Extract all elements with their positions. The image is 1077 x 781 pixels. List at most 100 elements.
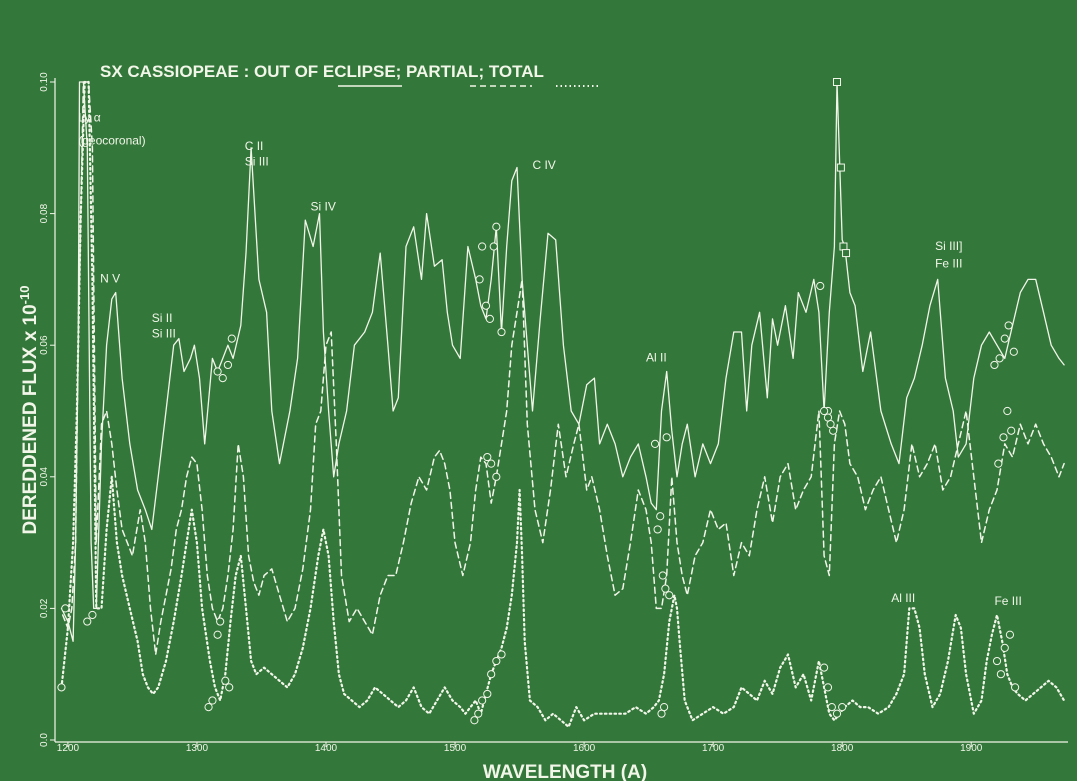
x-tick-label: 1300 bbox=[186, 743, 209, 754]
data-point-marker bbox=[483, 689, 492, 699]
marker-layer bbox=[57, 78, 1020, 725]
line-label: Al III bbox=[891, 591, 915, 605]
data-point-marker bbox=[497, 650, 506, 659]
data-point-marker bbox=[216, 617, 225, 626]
data-point-marker bbox=[481, 301, 491, 310]
data-point-marker bbox=[208, 696, 217, 705]
data-point-marker bbox=[1009, 347, 1018, 356]
data-point-marker bbox=[497, 327, 506, 337]
y-tick-label: 0.06 bbox=[39, 335, 50, 355]
x-axis-title: WAVELENGTH (A) bbox=[483, 762, 647, 781]
series-layer bbox=[60, 80, 1066, 728]
data-point-marker bbox=[478, 242, 487, 251]
data-point-marker bbox=[1010, 683, 1020, 692]
data-point-marker bbox=[492, 222, 501, 231]
data-point-marker bbox=[88, 610, 97, 620]
data-point-marker bbox=[659, 703, 669, 712]
data-point-marker bbox=[470, 716, 479, 725]
x-tick-label: 1500 bbox=[444, 743, 467, 754]
data-point-marker bbox=[658, 571, 667, 580]
series-line-partial bbox=[61, 81, 1065, 656]
axes: 1200 1300 1400 1500 1600 1700 1800 1900 0.0 0.02 0… bbox=[39, 72, 1068, 754]
data-point-marker bbox=[838, 703, 847, 712]
data-point-marker bbox=[218, 374, 227, 383]
y-tick-label: 0.10 bbox=[39, 72, 50, 92]
data-point-marker bbox=[656, 512, 665, 521]
data-point-marker bbox=[826, 420, 835, 429]
series-line-total bbox=[60, 80, 1066, 728]
series-line-out-of-eclipse bbox=[60, 81, 1065, 642]
data-point-marker bbox=[475, 275, 484, 284]
line-label: Si III bbox=[245, 155, 269, 169]
data-point-marker bbox=[833, 78, 842, 86]
line-label: (geocoronal) bbox=[78, 134, 145, 148]
data-point-marker bbox=[57, 683, 66, 692]
data-point-marker bbox=[204, 703, 213, 712]
data-point-marker bbox=[492, 472, 501, 481]
line-label: Si III bbox=[152, 326, 176, 340]
line-label: C IV bbox=[532, 158, 555, 172]
data-point-marker bbox=[1003, 406, 1012, 416]
data-point-marker bbox=[1005, 630, 1015, 639]
data-point-marker bbox=[1007, 426, 1016, 435]
x-tick-label: 1900 bbox=[960, 743, 983, 754]
data-point-marker bbox=[213, 367, 222, 376]
x-tick-label: 1800 bbox=[831, 743, 854, 754]
data-point-marker bbox=[839, 242, 848, 251]
data-point-marker bbox=[474, 709, 483, 718]
data-point-marker bbox=[662, 433, 671, 442]
data-point-marker bbox=[842, 249, 851, 258]
data-point-marker bbox=[999, 433, 1008, 442]
data-point-marker bbox=[213, 630, 222, 639]
data-point-marker bbox=[223, 360, 233, 370]
line-label: Si IV bbox=[311, 199, 336, 213]
data-point-marker bbox=[478, 696, 487, 705]
y-tick-label: 0.08 bbox=[39, 203, 50, 223]
chart-title: SX CASSIOPEAE : OUT OF ECLIPSE; PARTIAL;… bbox=[100, 62, 544, 81]
data-point-marker bbox=[487, 670, 496, 679]
data-point-marker bbox=[485, 314, 494, 323]
data-point-marker bbox=[994, 459, 1003, 468]
data-point-marker bbox=[227, 334, 236, 343]
data-point-marker bbox=[653, 525, 662, 534]
data-point-marker bbox=[832, 709, 842, 718]
line-label: Fe III bbox=[994, 594, 1021, 608]
x-tick-label: 1700 bbox=[702, 743, 725, 754]
x-tick-label: 1400 bbox=[315, 743, 338, 754]
line-label: C II bbox=[245, 139, 264, 153]
data-point-marker bbox=[61, 604, 70, 613]
data-point-marker bbox=[83, 617, 92, 626]
y-axis-title: DEREDDENED FLUX x 10-10 bbox=[17, 286, 41, 535]
data-point-marker bbox=[665, 591, 674, 600]
data-point-marker bbox=[827, 703, 836, 712]
y-tick-label: 0.0 bbox=[39, 733, 50, 747]
line-label: N V bbox=[100, 272, 120, 286]
data-point-marker bbox=[996, 670, 1005, 679]
line-label: Al II bbox=[646, 351, 667, 365]
data-point-marker bbox=[1004, 321, 1013, 330]
x-tick-label: 1600 bbox=[573, 743, 596, 754]
data-point-marker bbox=[489, 242, 498, 251]
data-point-marker bbox=[487, 459, 496, 468]
y-tick-label: 0.04 bbox=[39, 467, 50, 487]
data-point-marker bbox=[820, 663, 829, 672]
line-label: Ly α bbox=[78, 110, 101, 124]
data-point-marker bbox=[995, 354, 1004, 363]
data-point-marker bbox=[492, 656, 501, 666]
data-point-marker bbox=[836, 163, 845, 172]
data-point-marker bbox=[816, 281, 825, 291]
data-point-marker bbox=[661, 584, 670, 593]
data-point-marker bbox=[820, 406, 829, 416]
data-point-marker bbox=[1000, 334, 1009, 343]
data-point-marker bbox=[650, 439, 660, 448]
line-label: Fe III bbox=[935, 257, 962, 271]
x-tick-label: 1200 bbox=[57, 743, 80, 754]
data-point-marker bbox=[221, 676, 230, 685]
data-point-marker bbox=[225, 683, 234, 692]
data-point-marker bbox=[1000, 643, 1009, 652]
data-point-marker bbox=[992, 656, 1002, 666]
